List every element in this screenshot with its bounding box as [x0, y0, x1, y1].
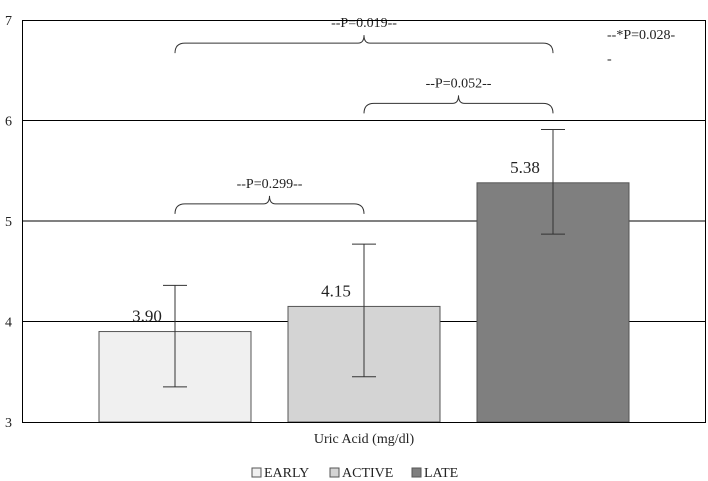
comparison-label: --P=0.019--: [331, 16, 397, 31]
legend-swatch-early: [251, 467, 262, 478]
y-tick-label: 7: [5, 14, 12, 29]
legend: EARLY ACTIVE LATE: [251, 466, 458, 481]
y-tick-label: 4: [5, 316, 12, 331]
annotation-line-1: --*P=0.028-: [607, 28, 676, 43]
legend-swatch-late: [411, 467, 422, 478]
comparison-label: --P=0.299--: [237, 177, 303, 192]
legend-label-late: LATE: [424, 466, 458, 481]
y-tick-label: 3: [5, 416, 12, 431]
value-label: 3.90: [132, 307, 162, 326]
comparison-bracket: [174, 195, 365, 214]
comparison-bracket: [174, 35, 554, 54]
value-labels: 3.90 4.15 5.38: [132, 158, 540, 326]
value-label: 4.15: [321, 281, 351, 300]
value-label: 5.38: [510, 158, 540, 177]
legend-swatch-active: [329, 467, 340, 478]
y-tick-label: 6: [5, 115, 12, 130]
error-bars: [163, 129, 565, 388]
comparison-bracket: [363, 95, 554, 114]
legend-label-early: EARLY: [264, 466, 309, 481]
x-axis-label: Uric Acid (mg/dl): [314, 432, 415, 447]
plot-border: [22, 20, 706, 423]
comparison-label: --P=0.052--: [426, 76, 492, 91]
legend-label-active: ACTIVE: [342, 466, 393, 481]
y-axis-ticks: 3 4 5 6 7: [5, 14, 12, 431]
y-tick-label: 5: [5, 215, 12, 230]
annotation-line-2: -: [607, 52, 612, 67]
comparison-brackets: --P=0.299-- --P=0.052-- --P=0.019--: [174, 16, 554, 214]
